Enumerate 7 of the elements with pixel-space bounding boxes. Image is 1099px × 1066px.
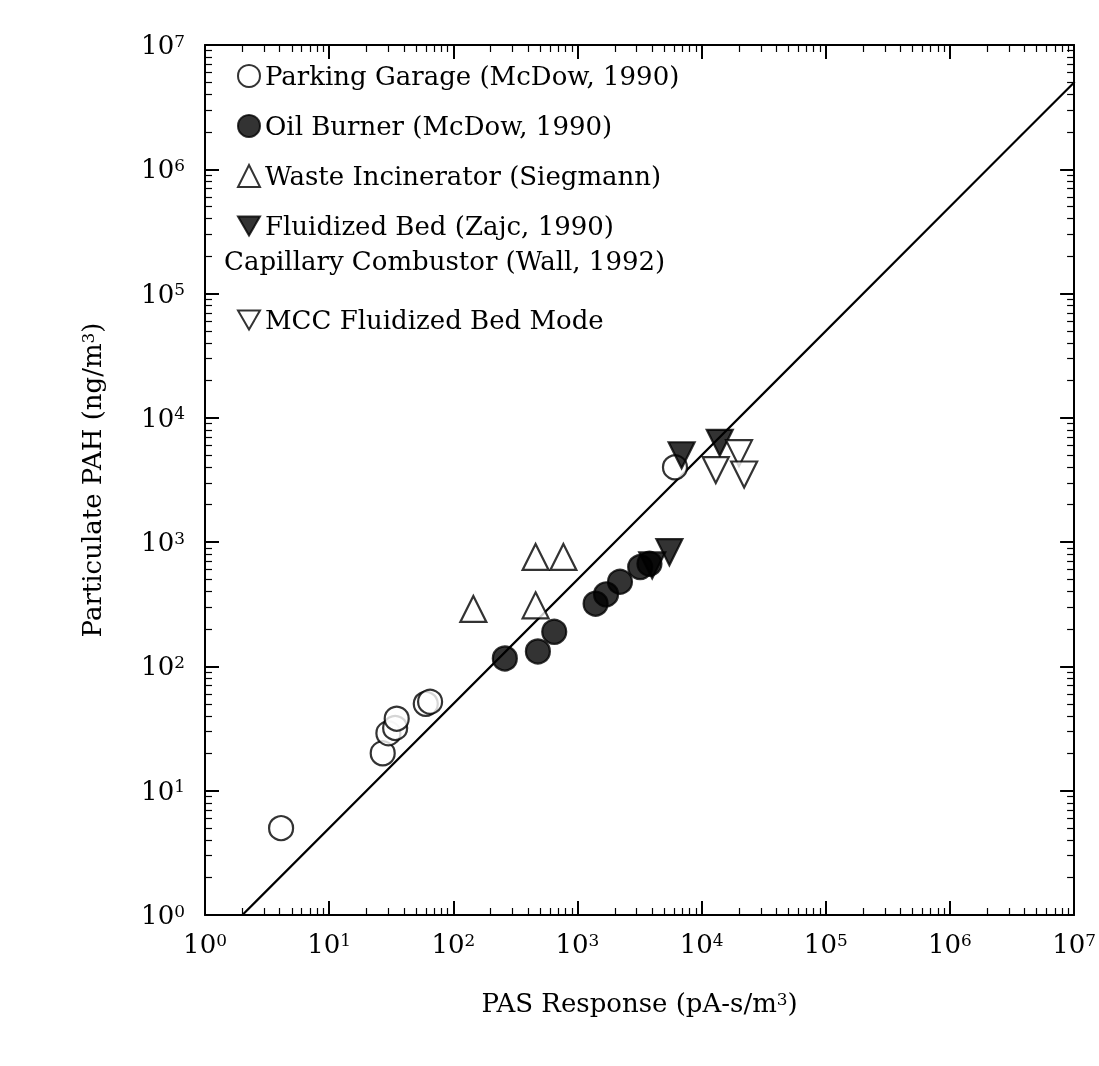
legend-label: Oil Burner (McDow, 1990) (265, 111, 613, 141)
y-axis-title: Particulate PAH (ng/m3) (77, 322, 107, 638)
legend-label: Fluidized Bed (Zajc, 1990) (265, 211, 614, 241)
annotation: Capillary Combustor (Wall, 1992) (224, 246, 666, 276)
legend-label: Parking Garage (McDow, 1990) (265, 61, 680, 91)
legend-label: MCC Fluidized Bed Mode (265, 305, 604, 335)
legend-label: Waste Incinerator (Siegmann) (265, 161, 662, 191)
